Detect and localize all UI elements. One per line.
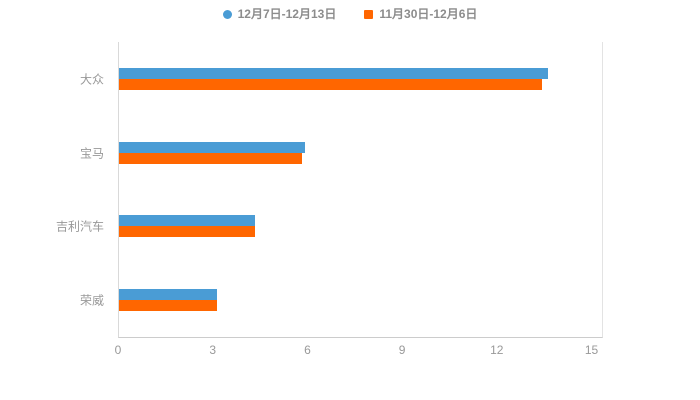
legend-label-week1: 11月30日-12月6日 (379, 7, 478, 21)
category-label-2: 宝马 (79, 146, 104, 161)
bar-series1-cat4[interactable] (119, 289, 217, 301)
legend-square-icon (364, 9, 374, 19)
bar-series1-cat1[interactable] (119, 67, 549, 79)
x-tick-label-6: 6 (304, 343, 311, 357)
legend-item-week2[interactable]: 12月7日-12月13日 (222, 7, 337, 21)
legend-label-week2: 12月7日-12月13日 (237, 7, 337, 21)
x-tick-label-9: 9 (398, 343, 406, 357)
bar-series1-cat2[interactable] (119, 141, 306, 153)
category-label-3: 吉利汽车 (55, 219, 104, 234)
y-axis-category-labels: 大众宝马吉利汽车荣威 (0, 42, 110, 337)
x-tick-label-0: 0 (114, 343, 122, 357)
bar-series2-cat2[interactable] (119, 152, 303, 164)
x-axis-tick-labels: 0 3 6 9 12 15 (114, 343, 601, 359)
bar-series2-cat1[interactable] (119, 78, 543, 90)
category-label-1: 大众 (79, 72, 104, 87)
x-tick-label-3: 3 (209, 343, 217, 357)
x-tick-label-15: 15 (584, 343, 599, 357)
x-tick-label-12: 12 (490, 343, 504, 357)
legend: 12月7日-12月13日 11月30日-12月6日 (0, 8, 700, 20)
legend-item-week1[interactable]: 11月30日-12月6日 (364, 8, 477, 20)
category-label-4: 荣威 (79, 293, 104, 308)
bar-series1-cat3[interactable] (119, 215, 255, 227)
bar-series2-cat4[interactable] (119, 300, 217, 312)
legend-circle-icon (222, 9, 232, 19)
plot-area (118, 42, 603, 338)
bar-series2-cat3[interactable] (119, 226, 255, 238)
